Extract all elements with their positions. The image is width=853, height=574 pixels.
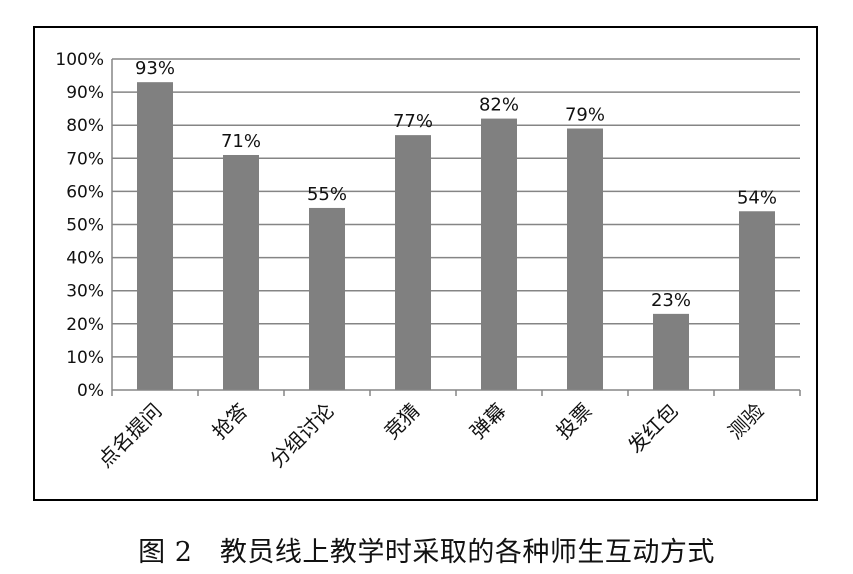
data-label-0: 93%	[135, 58, 175, 79]
category-label-0: 点名提问	[93, 399, 167, 473]
data-label-6: 23%	[651, 290, 691, 311]
category-label-2: 分组讨论	[265, 399, 339, 473]
category-label-7: 测验	[723, 399, 768, 444]
y-tick-label: 40%	[66, 249, 104, 269]
data-labels: 93% 71% 55% 77% 82% 79% 23% 54%	[135, 58, 777, 311]
y-tick-label: 30%	[66, 282, 104, 302]
category-labels: 点名提问 抢答 分组讨论 竞猜 弹幕 投票 发红包 测验	[93, 399, 769, 473]
data-label-1: 71%	[221, 131, 261, 152]
category-label-6: 发红包	[623, 399, 682, 458]
bar-0	[137, 82, 173, 391]
data-label-7: 54%	[737, 187, 777, 208]
y-tick-label: 0%	[77, 381, 104, 401]
data-label-4: 82%	[479, 95, 519, 116]
bar-2	[309, 207, 345, 390]
y-axis-ticks: 0% 10% 20% 30% 40% 50% 60% 70% 80% 90% 100%	[55, 50, 104, 401]
category-label-1: 抢答	[207, 399, 252, 444]
y-tick-label: 90%	[66, 83, 104, 103]
data-label-3: 77%	[393, 111, 433, 132]
bar-3	[395, 135, 431, 390]
category-label-3: 竞猜	[379, 399, 424, 444]
bars	[137, 82, 775, 391]
bar-4	[481, 118, 517, 390]
y-tick-label: 80%	[66, 116, 104, 136]
figure-caption: 图 2 教员线上教学时采取的各种师生互动方式	[138, 537, 715, 568]
chart-frame: 0% 10% 20% 30% 40% 50% 60% 70% 80% 90% 100% 93% 71%…	[33, 26, 818, 501]
y-tick-label: 60%	[66, 182, 104, 202]
y-tick-label: 20%	[66, 315, 104, 335]
bar-7	[739, 211, 775, 390]
category-label-4: 弹幕	[465, 399, 510, 444]
bar-5	[567, 128, 603, 390]
y-tick-label: 70%	[66, 149, 104, 169]
gridlines	[112, 58, 800, 358]
data-label-5: 79%	[565, 105, 605, 126]
category-label-5: 投票	[551, 399, 596, 444]
y-tick-label: 100%	[55, 50, 104, 70]
data-label-2: 55%	[307, 184, 347, 205]
y-tick-label: 10%	[66, 348, 104, 368]
bar-1	[223, 154, 259, 390]
y-tick-label: 50%	[66, 216, 104, 236]
x-axis	[111, 59, 801, 396]
bar-chart: 0% 10% 20% 30% 40% 50% 60% 70% 80% 90% 100% 93% 71%…	[55, 50, 801, 473]
bar-6	[653, 313, 689, 390]
